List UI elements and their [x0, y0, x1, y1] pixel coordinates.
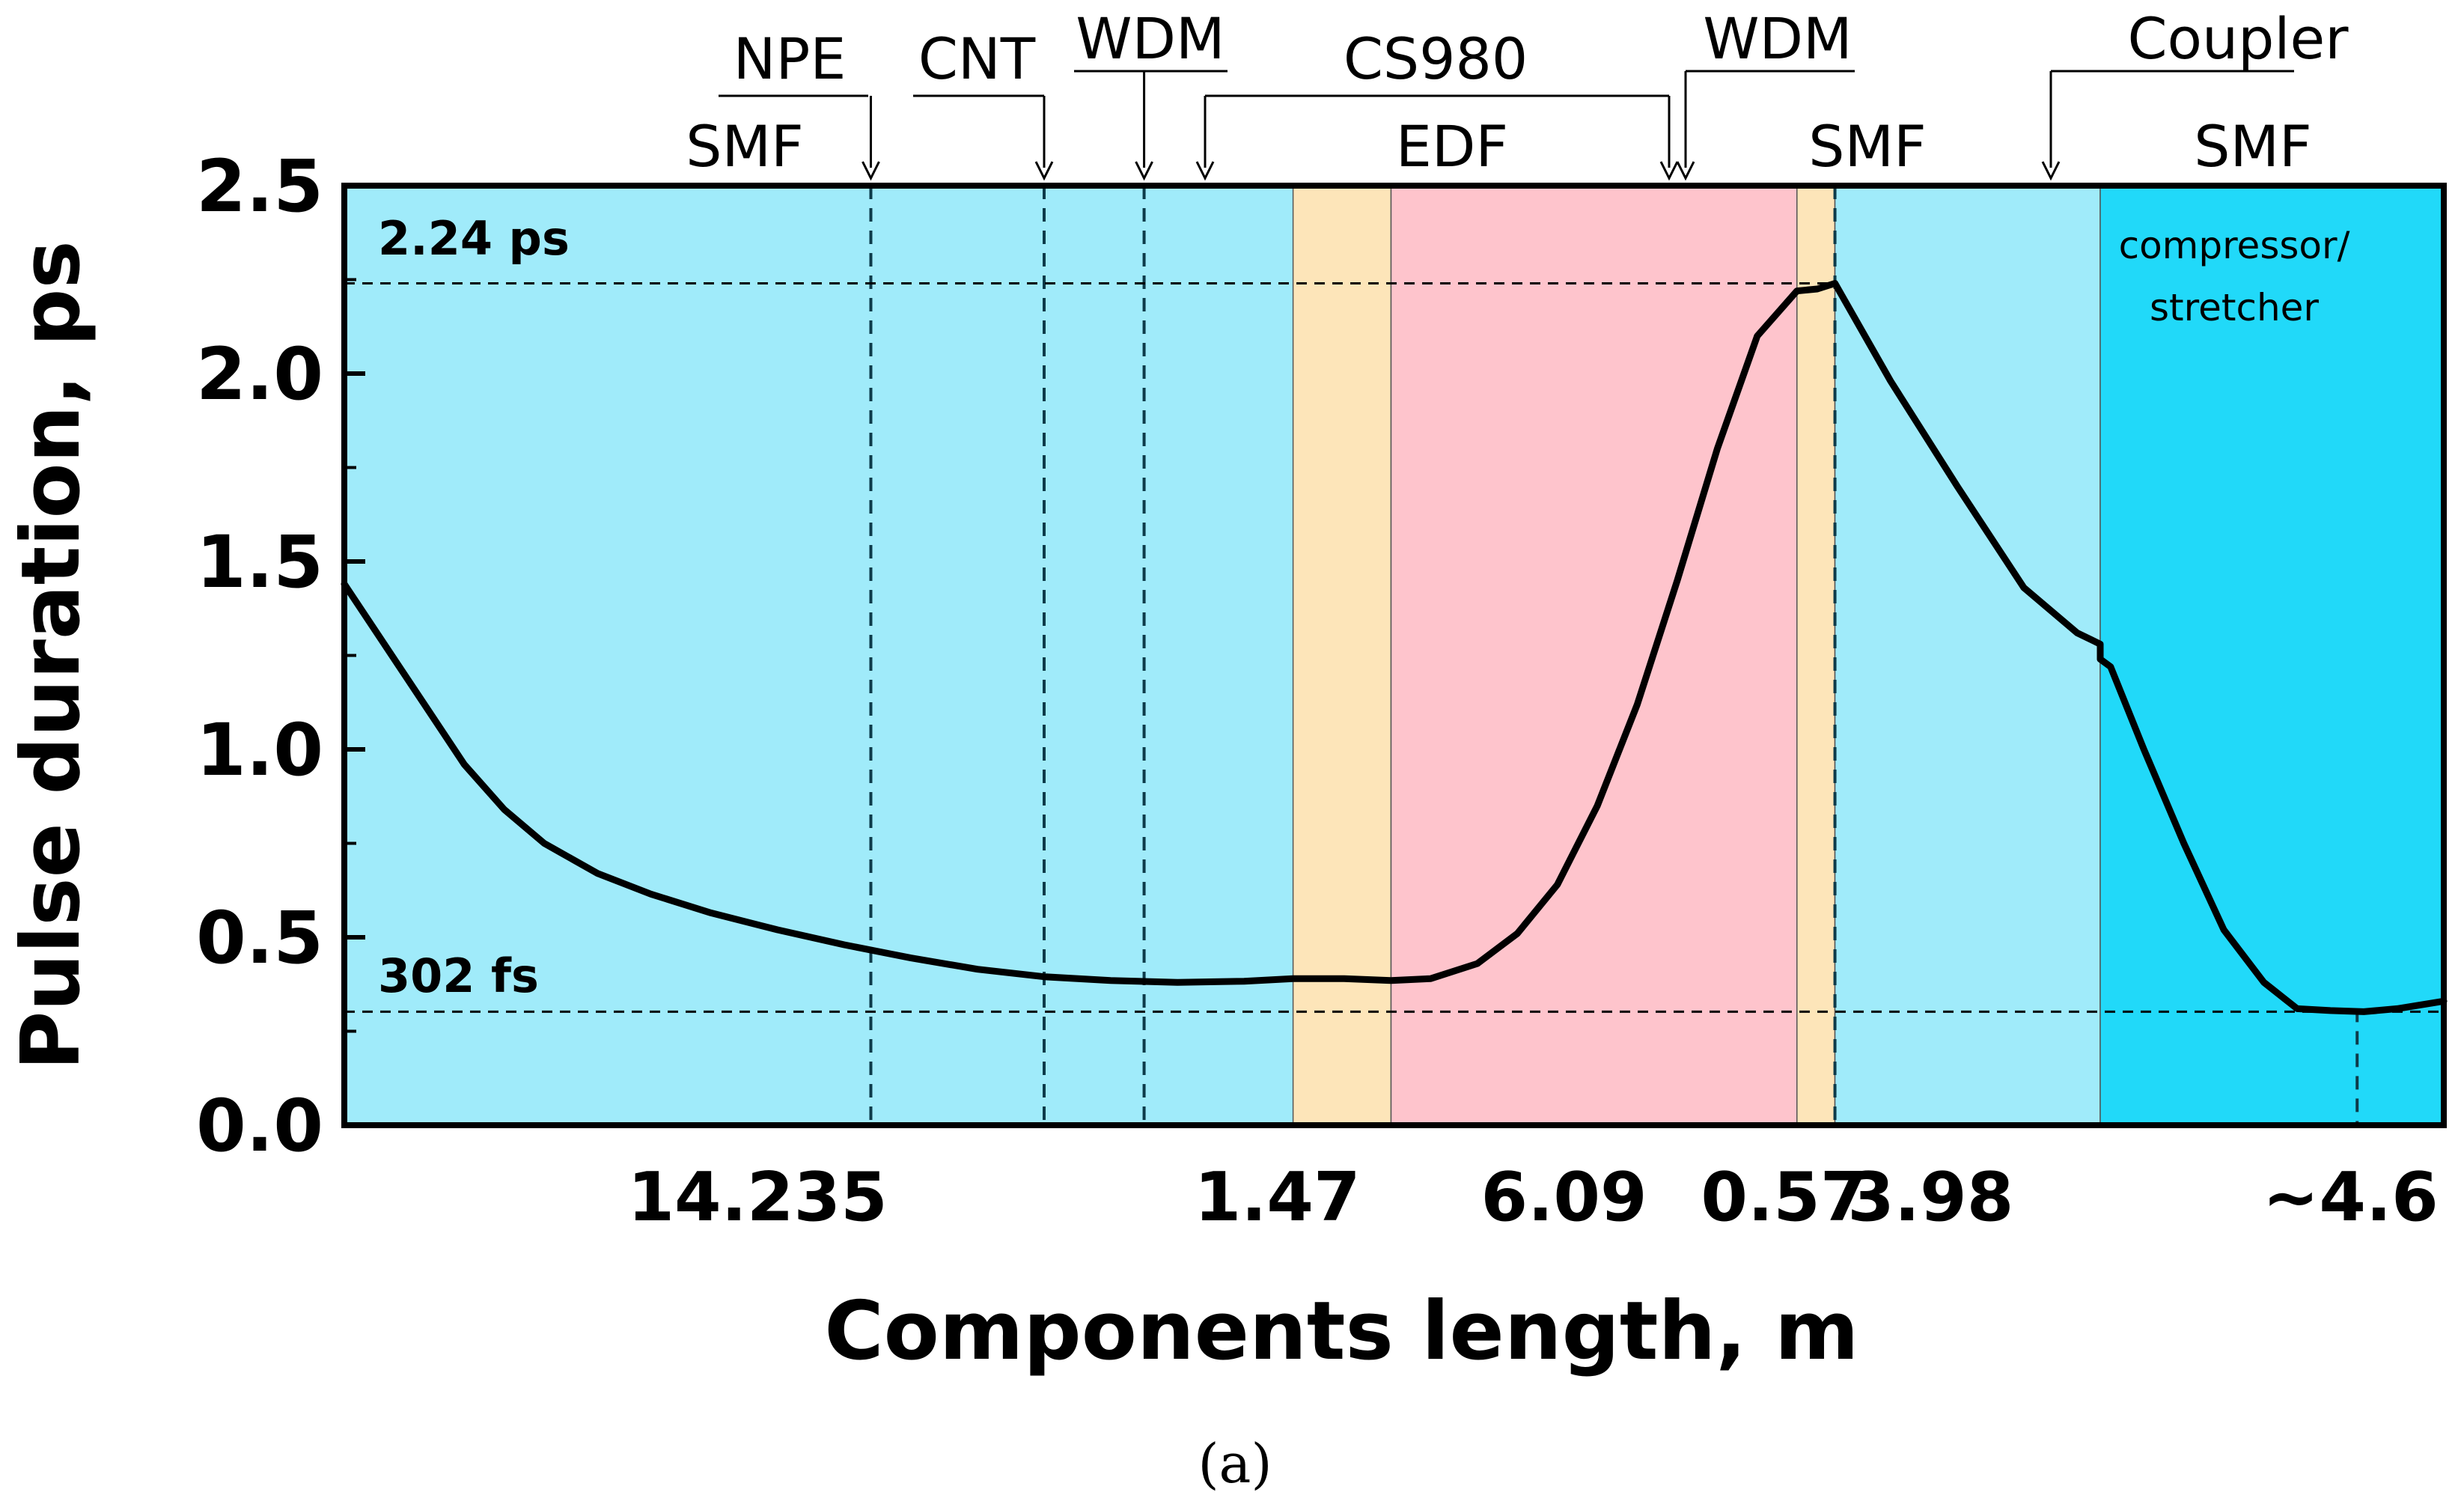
cs980-left-arrow-head	[1195, 161, 1215, 181]
component-label-cnt: CNT	[918, 25, 1036, 92]
max-annotation: 2.24 ps	[378, 211, 570, 266]
component-label-npe: NPE	[734, 25, 847, 92]
cnt-arrow-head	[1034, 161, 1054, 181]
coupler-arrow-head	[2041, 161, 2061, 181]
compressor-label: compressor/	[2119, 224, 2350, 267]
min-annotation: 302 fs	[378, 949, 539, 1003]
component-label-edf: EDF	[1396, 113, 1508, 180]
x-length-label-0: 14.235	[627, 1158, 887, 1237]
component-label-smf-2: SMF	[1808, 113, 1927, 180]
segment-wdm-1	[1292, 185, 1392, 1126]
x-length-label-4: 3.98	[1847, 1158, 2013, 1237]
segment-smf-4	[1834, 185, 2101, 1126]
x-length-label-3: 0.57	[1701, 1158, 1867, 1237]
series-line-0	[341, 280, 2448, 1015]
component-label-smf-3: SMF	[2194, 113, 2312, 180]
y-tick-label-0: 0.0	[196, 1084, 323, 1168]
guide-lines	[344, 186, 2444, 1125]
cs980-right-arrow-head	[1659, 161, 1679, 181]
chart-labels: 0.0 0.5 1.0 1.5 2.0 2.5 Pulse duration, ps 14.2…	[4, 5, 2439, 1495]
data-series	[341, 280, 2448, 1015]
x-length-label-5: ~4.6	[2263, 1158, 2439, 1237]
component-label-smf-1: SMF	[686, 113, 804, 180]
segment-smf-compressor-5	[2099, 185, 2445, 1126]
segment-edf-2	[1390, 185, 1798, 1126]
x-length-label-2: 6.09	[1481, 1158, 1647, 1237]
stretcher-label: stretcher	[2150, 286, 2319, 329]
component-label-wdm-2: WDM	[1703, 5, 1852, 72]
segment-wdm-3	[1796, 185, 1836, 1126]
component-label-wdm-1: WDM	[1076, 5, 1225, 72]
figure-caption: (a)	[1198, 1432, 1272, 1495]
npe-arrow-head	[862, 161, 880, 181]
y-tick-label-4: 2.0	[196, 332, 323, 416]
y-tick-label-2: 1.0	[196, 708, 323, 792]
background-segments	[344, 185, 2445, 1126]
component-label-coupler: Coupler	[2127, 5, 2349, 72]
y-tick-label-1: 0.5	[196, 896, 323, 980]
wdm1-arrow-head	[1135, 161, 1153, 181]
y-tick-label-5: 2.5	[196, 144, 323, 228]
x-axis-label: Components length, m	[824, 1285, 1858, 1378]
x-length-label-1: 1.47	[1195, 1158, 1361, 1237]
component-label-cs980: CS980	[1344, 25, 1528, 92]
y-axis-label: Pulse duration, ps	[4, 240, 98, 1070]
y-tick-label-3: 1.5	[196, 520, 323, 604]
wdm2-arrow-head	[1676, 161, 1695, 181]
segment-smf-0	[344, 186, 1293, 1125]
